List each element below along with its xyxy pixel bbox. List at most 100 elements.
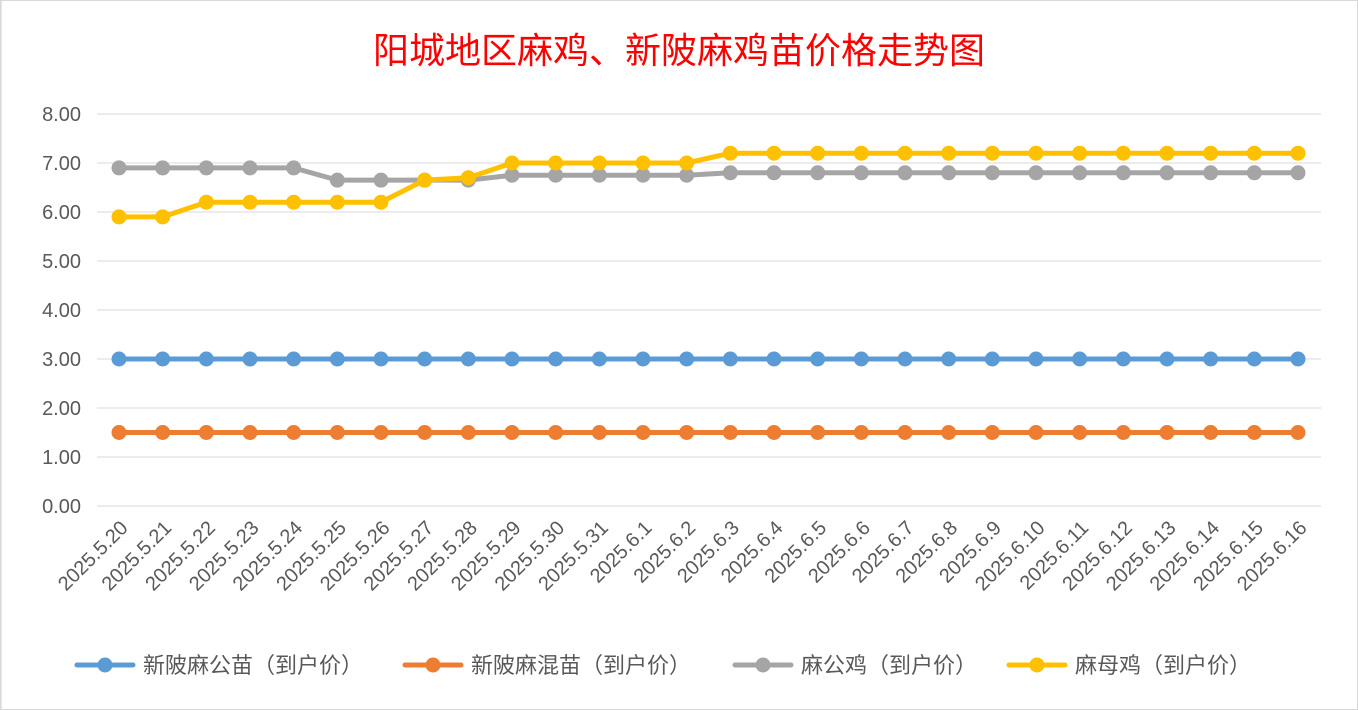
data-point (329, 425, 345, 440)
data-point (1246, 425, 1262, 440)
y-tick-label: 3.00 (42, 349, 81, 371)
data-point (155, 351, 171, 367)
data-point (1246, 145, 1262, 161)
series-4 (111, 145, 1306, 225)
data-point (1072, 351, 1088, 367)
data-point (897, 425, 913, 440)
data-point (853, 425, 869, 440)
data-point (679, 425, 695, 440)
data-point (984, 145, 1000, 161)
y-tick-label: 1.00 (42, 447, 81, 469)
data-point (1246, 165, 1262, 181)
data-point (548, 167, 564, 183)
data-point (1290, 351, 1306, 367)
data-point (373, 351, 389, 367)
data-point (897, 165, 913, 181)
legend: 新陂麻公苗（到户价） 新陂麻混苗（到户价） 麻公鸡（到户价） 麻母鸡（到户价） (74, 654, 1251, 679)
y-tick-label: 2.00 (42, 398, 81, 420)
data-point (504, 167, 520, 183)
data-point (504, 351, 520, 367)
data-point (1159, 351, 1175, 367)
data-point (679, 351, 695, 367)
data-point (417, 351, 433, 367)
data-point (766, 165, 782, 181)
data-point (984, 165, 1000, 181)
data-point (111, 425, 127, 440)
data-point (810, 145, 826, 161)
data-point (242, 351, 258, 367)
data-point (984, 351, 1000, 367)
data-point (460, 351, 476, 367)
data-point (1290, 165, 1306, 181)
data-point (897, 351, 913, 367)
legend-marker (1029, 657, 1045, 673)
data-point (591, 425, 607, 440)
data-point (1072, 425, 1088, 440)
data-point (941, 425, 957, 440)
data-point (591, 167, 607, 183)
legend-marker (425, 657, 441, 673)
data-point (1159, 425, 1175, 440)
data-point (897, 145, 913, 161)
data-point (548, 351, 564, 367)
data-point (1159, 165, 1175, 181)
data-point (329, 351, 345, 367)
data-point (591, 155, 607, 171)
data-point (1115, 145, 1131, 161)
legend-label: 麻母鸡（到户价） (1075, 654, 1251, 679)
data-point (1028, 351, 1044, 367)
data-point (1028, 145, 1044, 161)
data-point (941, 165, 957, 181)
data-point (1159, 145, 1175, 161)
data-point (941, 145, 957, 161)
data-point (548, 155, 564, 171)
data-point (722, 425, 738, 440)
legend-marker (97, 657, 113, 673)
data-point (766, 145, 782, 161)
legend-marker (755, 657, 771, 673)
data-point (329, 172, 345, 188)
data-point (635, 425, 651, 440)
data-point (417, 172, 433, 188)
data-point (111, 160, 127, 176)
data-point (853, 351, 869, 367)
y-axis-tick-labels: 0.00 1.00 2.00 3.00 4.00 5.00 6.00 7.00 8.00 (42, 104, 81, 518)
legend-item: 麻公鸡（到户价） (732, 654, 977, 679)
legend-label: 麻公鸡（到户价） (801, 654, 977, 679)
data-point (373, 425, 389, 440)
data-point (635, 351, 651, 367)
data-point (766, 351, 782, 367)
data-point (155, 209, 171, 225)
y-tick-label: 4.00 (42, 300, 81, 322)
data-point (766, 425, 782, 440)
data-point (198, 351, 214, 367)
data-point (286, 425, 302, 440)
x-axis-tick-labels: 2025.5.202025.5.212025.5.222025.5.232025… (54, 517, 1311, 595)
legend-label: 新陂麻公苗（到户价） (143, 654, 363, 679)
series-2 (111, 425, 1306, 440)
data-point (504, 155, 520, 171)
y-tick-label: 8.00 (42, 104, 81, 126)
data-point (373, 172, 389, 188)
data-point (111, 209, 127, 225)
y-tick-label: 5.00 (42, 251, 81, 273)
data-point (111, 351, 127, 367)
data-point (417, 425, 433, 440)
data-point (941, 351, 957, 367)
data-point (679, 167, 695, 183)
legend-label: 新陂麻混苗（到户价） (471, 654, 691, 679)
data-point (1203, 425, 1219, 440)
data-point (722, 165, 738, 181)
data-point (1203, 165, 1219, 181)
data-point (853, 145, 869, 161)
data-point (460, 170, 476, 186)
data-point (155, 160, 171, 176)
data-point (373, 194, 389, 210)
data-point (242, 425, 258, 440)
data-point (635, 155, 651, 171)
y-tick-label: 0.00 (42, 496, 81, 518)
data-point (155, 425, 171, 440)
data-point (984, 425, 1000, 440)
